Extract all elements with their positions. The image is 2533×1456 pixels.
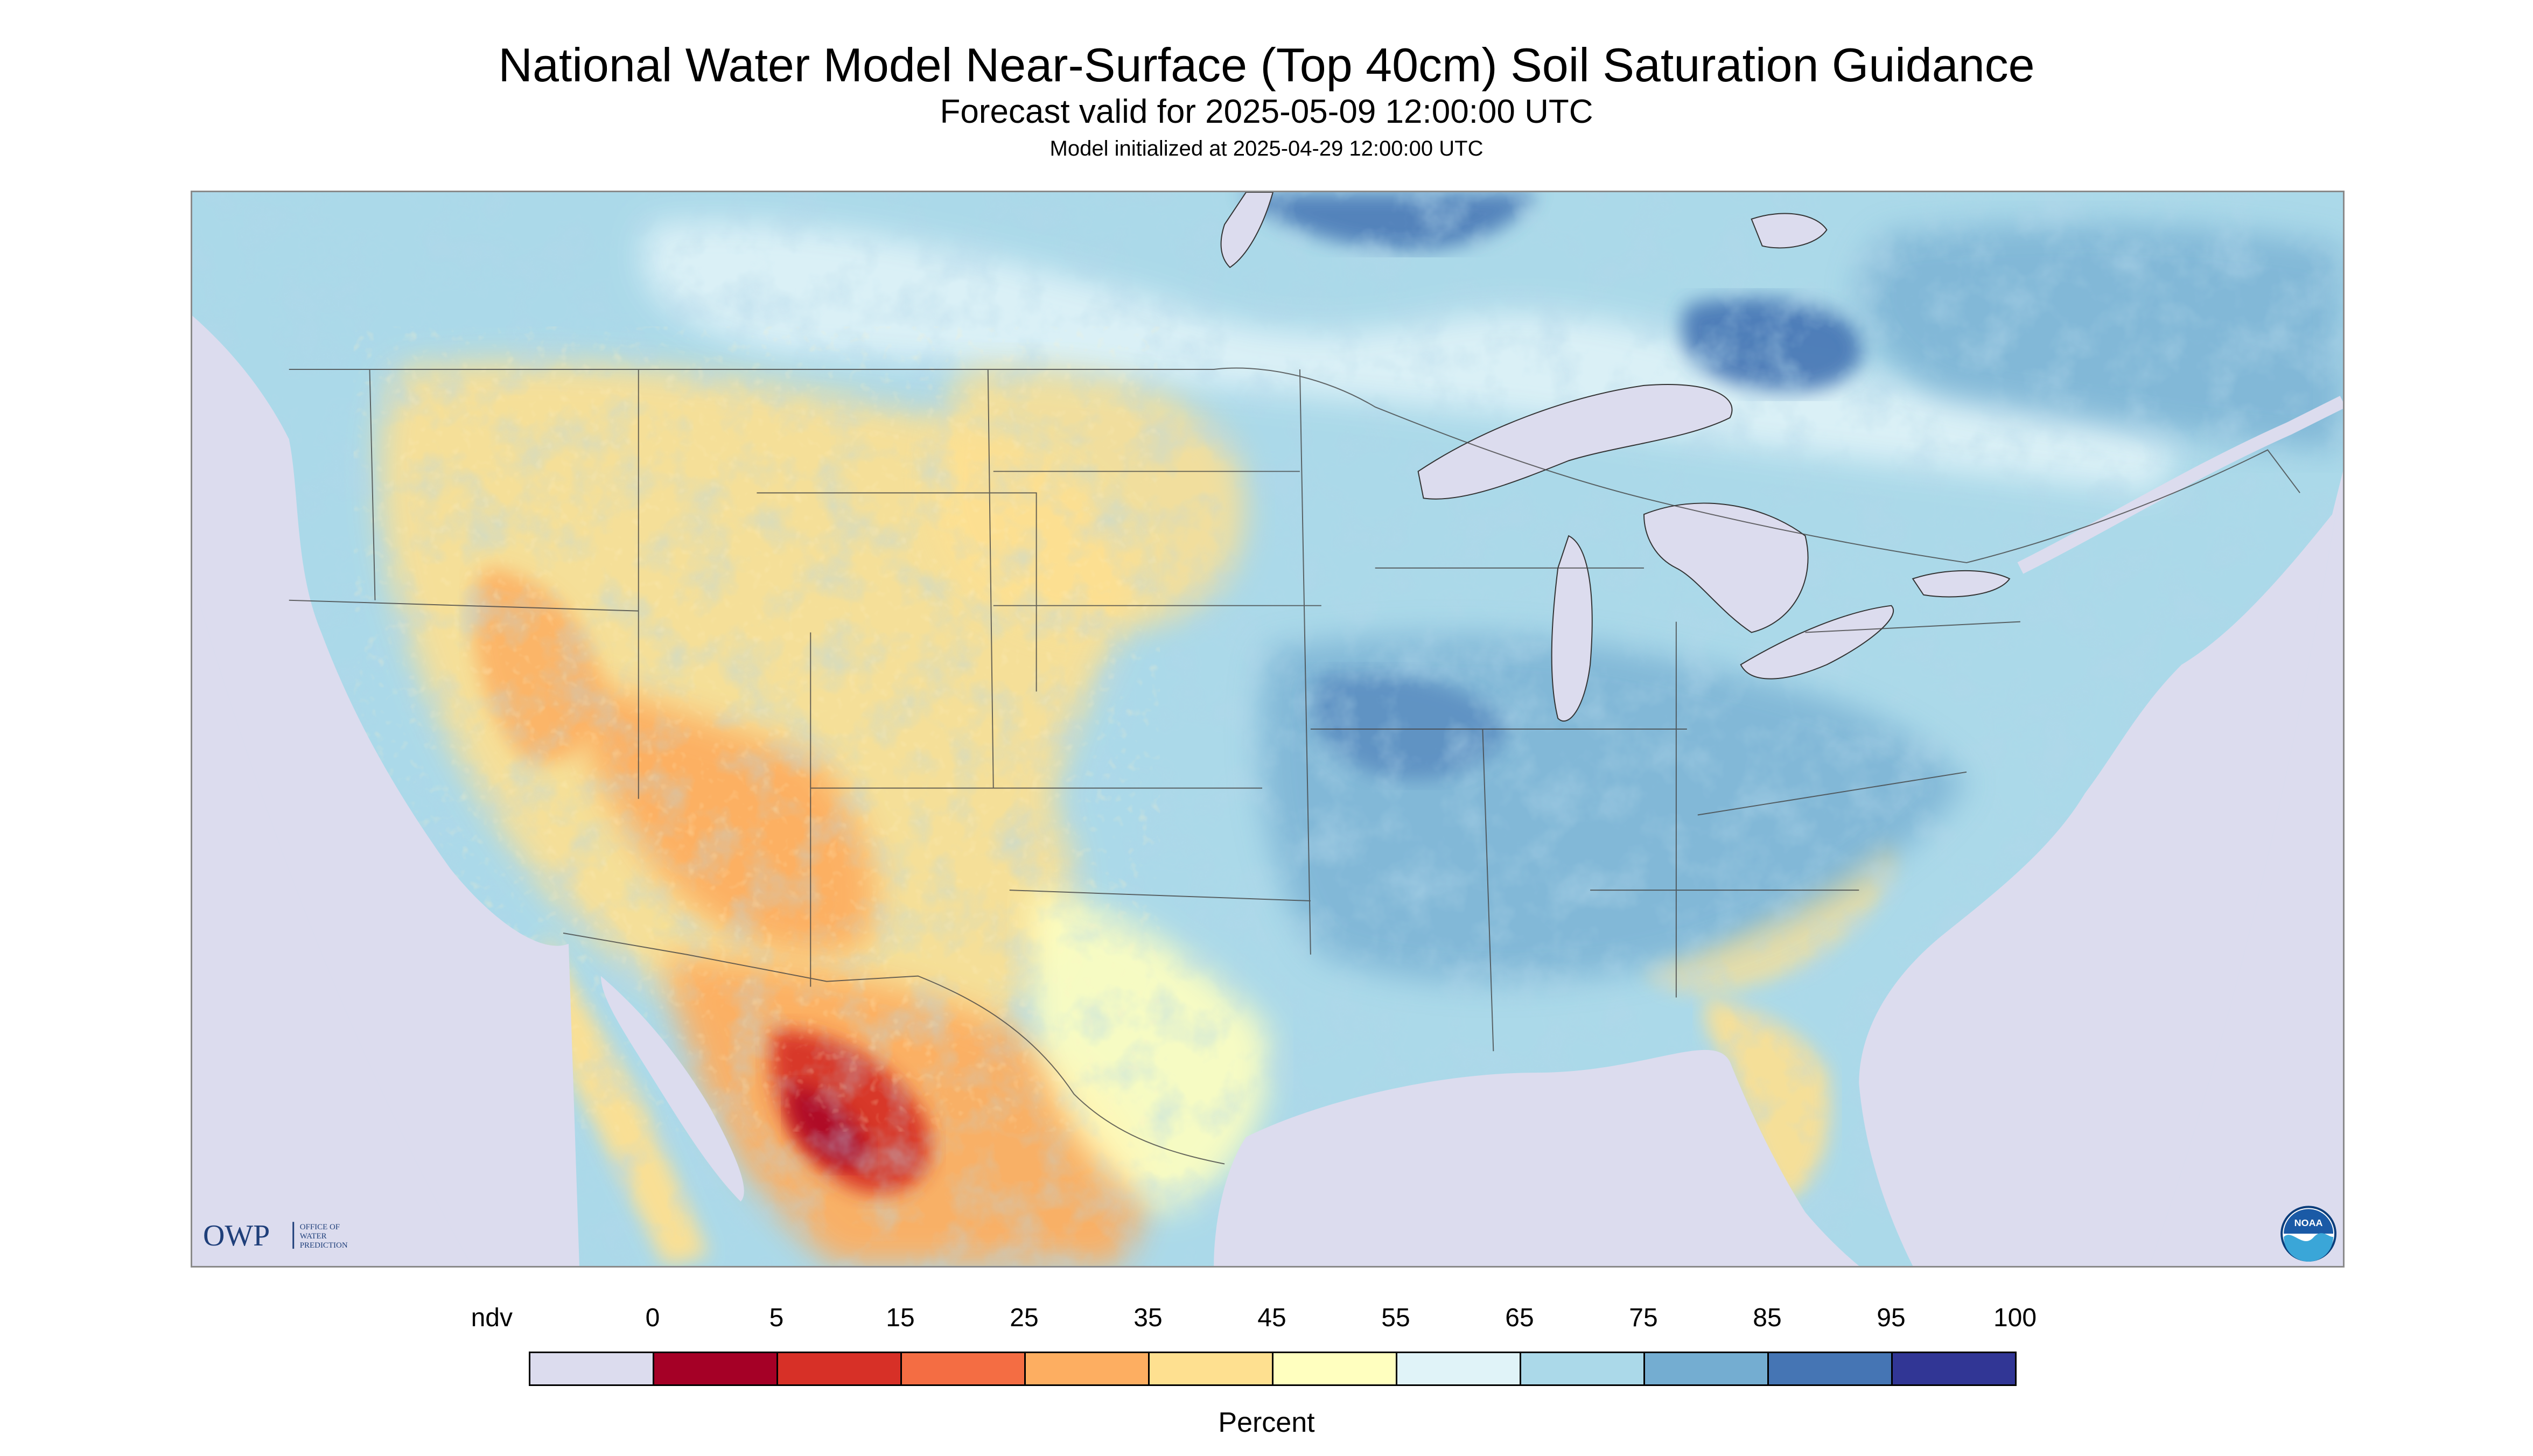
hudson-bay-inlet	[1751, 213, 1828, 249]
legend-swatch-5	[1148, 1352, 1274, 1386]
legend-label-45: 45	[1257, 1304, 1286, 1332]
legend-swatch-10	[1767, 1352, 1893, 1386]
owp-logo: OWP OFFICE OF WATER PREDICTION	[203, 1219, 348, 1252]
lake-superior	[1417, 383, 1733, 500]
legend-label-35: 35	[1133, 1304, 1163, 1332]
noaa-logo-text: NOAA	[2294, 1217, 2323, 1228]
state-line-2	[289, 599, 639, 612]
gulf-of-mexico	[1214, 1049, 1859, 1266]
legend-swatch-3	[900, 1352, 1026, 1386]
legend-swatch-11	[1891, 1352, 2017, 1386]
lake-winnipeg	[1220, 192, 1274, 268]
state-line-4	[757, 492, 1037, 692]
legend-swatch-1	[653, 1352, 778, 1386]
owp-logo-subtext-2: WATER	[300, 1232, 327, 1241]
legend-units: Percent	[1218, 1407, 1315, 1438]
legend-label-65: 65	[1505, 1304, 1534, 1332]
state-line-10	[1009, 890, 1311, 902]
lake-huron	[1643, 502, 1809, 633]
us-mexico-border	[563, 932, 1225, 1165]
legend-label-15: 15	[886, 1304, 915, 1332]
map-subtitle: Forecast valid for 2025-05-09 12:00:00 U…	[940, 93, 1593, 130]
legend-swatch-9	[1643, 1352, 1769, 1386]
owp-logo-subtext-1: OFFICE OF	[300, 1223, 340, 1231]
legend-swatch-7	[1396, 1352, 1521, 1386]
map-panel: OWP OFFICE OF WATER PREDICTION NOAA	[191, 191, 2345, 1268]
map-init-time: Model initialized at 2025-04-29 12:00:00…	[1049, 137, 1484, 160]
legend-swatch-6	[1272, 1352, 1397, 1386]
state-line-13	[1482, 729, 1494, 1052]
gulf-of-california	[600, 976, 744, 1202]
boundary-lines	[289, 367, 2300, 1165]
legend-swatch-8	[1520, 1352, 1645, 1386]
owp-logo-subtext-3: PREDICTION	[300, 1241, 348, 1250]
legend-label-25: 25	[1010, 1304, 1039, 1332]
state-line-16	[1805, 621, 2020, 633]
lake-michigan	[1551, 535, 1593, 722]
soil-saturation-map: OWP OFFICE OF WATER PREDICTION NOAA	[192, 192, 2343, 1266]
legend-label-85: 85	[1753, 1304, 1782, 1332]
legend-label-5: 5	[769, 1304, 784, 1332]
legend-label-95: 95	[1877, 1304, 1906, 1332]
lake-erie	[1740, 605, 1894, 680]
noaa-logo: NOAA	[2280, 1206, 2337, 1262]
map-title: National Water Model Near-Surface (Top 4…	[498, 38, 2035, 92]
us-canada-border	[289, 367, 2300, 563]
legend-label-75: 75	[1629, 1304, 1658, 1332]
legend-swatch-0	[529, 1352, 654, 1386]
state-line-11	[1299, 369, 1311, 955]
state-line-15	[1697, 771, 1967, 816]
legend-label-0: 0	[645, 1304, 660, 1332]
nodata-left	[192, 578, 472, 1266]
legend-label-ndv: ndv	[471, 1304, 513, 1332]
atlantic-ocean	[1859, 471, 2343, 1266]
pacific-ocean	[192, 316, 579, 1266]
state-line-7	[987, 369, 994, 788]
legend-swatch-2	[776, 1352, 902, 1386]
state-line-1	[369, 369, 376, 600]
lake-ontario	[1912, 570, 2011, 598]
legend-label-100: 100	[1993, 1304, 2037, 1332]
st-lawrence-river	[2017, 396, 2343, 574]
legend-label-55: 55	[1381, 1304, 1410, 1332]
nodata-right	[2149, 471, 2343, 1266]
owp-logo-text: OWP	[203, 1219, 270, 1252]
legend-swatch-4	[1024, 1352, 1150, 1386]
